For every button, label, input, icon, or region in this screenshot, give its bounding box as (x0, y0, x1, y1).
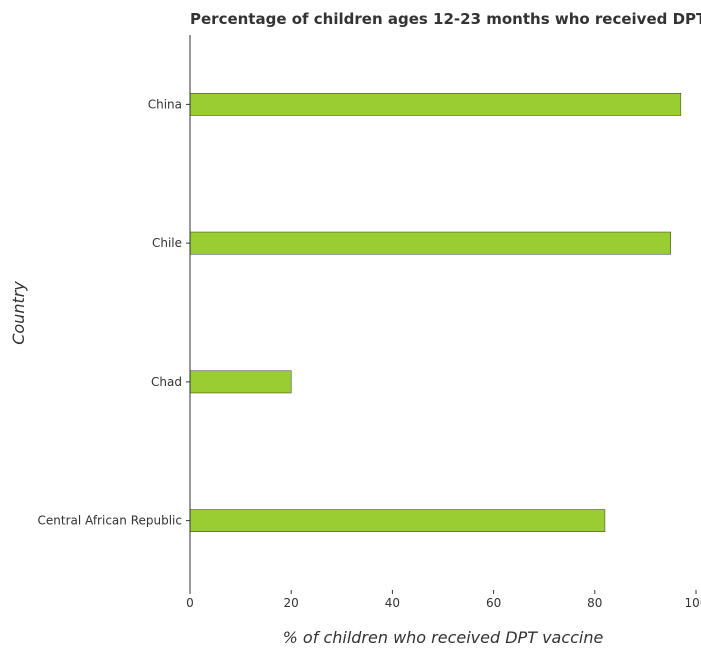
x-axis-label: % of children who received DPT vaccine (283, 628, 604, 647)
bar-chile (189, 231, 671, 255)
x-tick-label: 40 (385, 596, 400, 610)
x-tick-label: 80 (587, 596, 602, 610)
bar-china (189, 93, 682, 116)
x-tick-label: 60 (486, 596, 501, 610)
bar-chad (189, 370, 292, 394)
y-tick-label: China (148, 97, 182, 111)
x-tick-label: 100 (685, 596, 701, 610)
x-tick-label: 20 (284, 596, 299, 610)
x-axis-ticks: 0 20 40 60 80 100 (186, 590, 701, 610)
chart-title: Percentage of children ages 12-23 months… (190, 10, 701, 28)
y-tick-label: Chile (152, 236, 182, 250)
bar-central-african-republic (189, 509, 606, 532)
y-axis-ticks: Central African Republic Chad Chile China (38, 97, 190, 528)
x-tick-label: 0 (186, 596, 194, 610)
plot-area (189, 93, 682, 532)
y-tick-label: Chad (151, 375, 182, 389)
y-axis-label: Country (9, 281, 28, 345)
y-tick-label: Central African Republic (38, 514, 182, 528)
